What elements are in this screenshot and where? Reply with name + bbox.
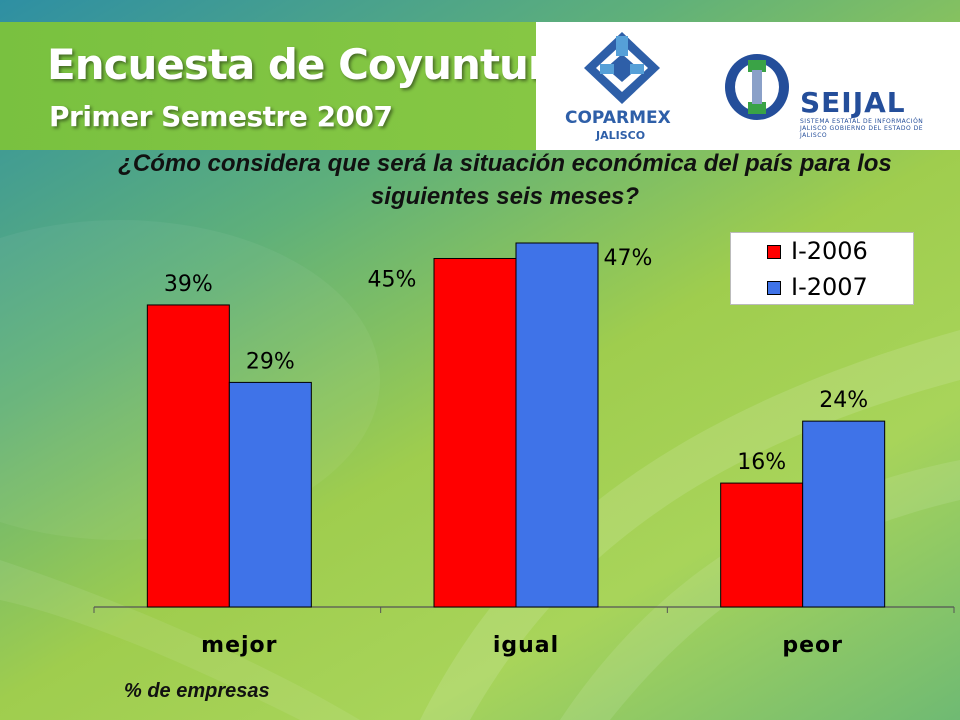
page-title: Encuesta de Coyuntura bbox=[47, 40, 576, 89]
data-label-i-2007-peor: 24% bbox=[819, 388, 868, 413]
x-tick-label-igual: igual bbox=[493, 633, 559, 658]
bar-i-2007-peor bbox=[802, 420, 886, 608]
coparmex-name: COPARMEX bbox=[565, 108, 671, 128]
seijal-sub: SISTEMA ESTATAL DE INFORMACIÓN JALISCO G… bbox=[800, 118, 924, 139]
header-banner bbox=[0, 22, 536, 150]
bar-i-2006-igual bbox=[433, 257, 517, 608]
x-tick-label-peor: peor bbox=[782, 633, 843, 658]
chart-note: % de empresas bbox=[124, 680, 270, 702]
coparmex-logo-icon bbox=[584, 32, 660, 104]
logo-panel: COPARMEX JALISCO SEIJAL SISTEMA ESTATAL … bbox=[536, 22, 960, 150]
page-subtitle: Primer Semestre 2007 bbox=[49, 100, 393, 133]
legend-swatch-i-2007 bbox=[767, 281, 781, 295]
chart-title: ¿Cómo considera que será la situación ec… bbox=[118, 150, 892, 210]
legend-swatch-i-2006 bbox=[767, 245, 781, 259]
bar-i-2006-peor bbox=[720, 482, 804, 608]
bar-i-2006-mejor bbox=[146, 304, 230, 608]
bar-i-2007-igual bbox=[515, 242, 599, 608]
seijal-name: SEIJAL bbox=[800, 86, 906, 119]
seijal-logo-icon bbox=[725, 54, 789, 120]
data-label-i-2006-mejor: 39% bbox=[164, 272, 213, 297]
chart-legend: I-2006 I-2007 bbox=[730, 232, 914, 305]
data-label-i-2006-igual: 45% bbox=[368, 267, 417, 292]
data-label-i-2007-mejor: 29% bbox=[246, 349, 295, 374]
legend-label-i-2007: I-2007 bbox=[791, 273, 868, 301]
x-tick-label-mejor: mejor bbox=[201, 633, 277, 658]
legend-label-i-2006: I-2006 bbox=[791, 237, 868, 265]
bar-i-2007-mejor bbox=[228, 381, 312, 608]
data-label-i-2006-peor: 16% bbox=[737, 450, 786, 475]
coparmex-sub: JALISCO bbox=[596, 129, 646, 142]
data-label-i-2007-igual: 47% bbox=[604, 246, 653, 271]
